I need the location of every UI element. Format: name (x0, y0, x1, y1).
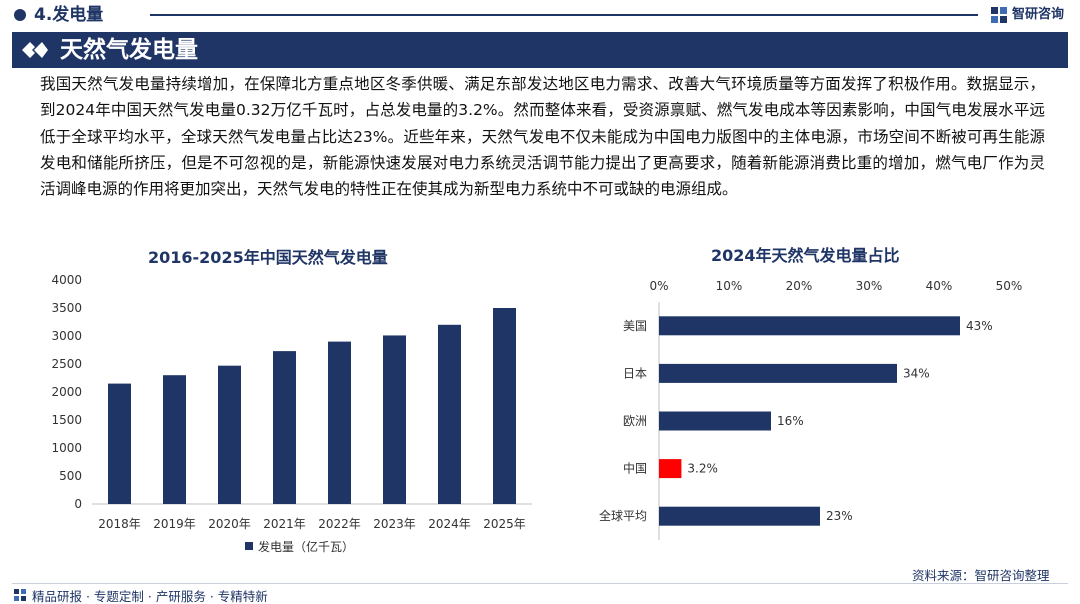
y-tick-label: 3000 (51, 329, 82, 343)
y-tick-label: 中国 (623, 461, 647, 476)
brand-logo-text: 智研咨询 (1012, 7, 1065, 22)
y-tick-label: 美国 (623, 319, 647, 333)
bar-7 (438, 324, 461, 504)
double-chevron-icon (22, 42, 48, 58)
share-horizontal-bar-chart: 0% 10% 20% 30% 40% 50% 美国 43% 日本 34% 欧洲 16% 中国 3.2% 全球… (599, 279, 1023, 540)
y-tick-label: 日本 (623, 366, 647, 380)
section-bullet-icon (14, 9, 26, 21)
y-tick-label: 4000 (51, 273, 82, 287)
data-label: 43% (966, 319, 993, 333)
y-tick-label: 0 (74, 497, 82, 511)
x-tick-label: 2023年 (373, 517, 416, 531)
brand-logo-small-icon (14, 588, 27, 602)
y-tick-label: 500 (59, 469, 82, 483)
section-header: 4.发电量 智研咨询 (0, 0, 1080, 30)
x-tick-label: 2019年 (153, 517, 196, 531)
data-label: 3.2% (687, 462, 718, 476)
right-chart-title: 2024年天然气发电量占比 (711, 246, 900, 265)
x-tick-label: 0% (649, 279, 668, 293)
x-tick-label: 2024年 (428, 517, 471, 531)
x-tick-label: 50% (996, 279, 1023, 293)
legend-swatch (245, 542, 253, 550)
annual-generation-bar-chart: 0 500 1000 1500 2000 2500 3000 3500 4000 2018年 201… (51, 273, 532, 554)
x-tick-label: 2018年 (98, 517, 141, 531)
y-tick-label: 1000 (51, 441, 82, 455)
y-tick-label: 3500 (51, 301, 82, 315)
bar-2 (163, 375, 186, 504)
footer-tagline: 精品研报 · 专题定制 · 产研服务 · 专精特新 (32, 588, 268, 604)
bar-1 (659, 316, 960, 336)
title-banner: 天然气发电量 (12, 32, 1068, 68)
section-divider (150, 14, 978, 16)
bar-1 (108, 383, 131, 504)
x-tick-label: 2020年 (208, 517, 251, 531)
bar-5 (659, 506, 820, 526)
data-label: 23% (826, 509, 853, 523)
bar-4 (273, 351, 296, 504)
legend-label: 发电量（亿千瓦） (258, 539, 354, 554)
x-tick-label: 30% (856, 279, 883, 293)
bar-2 (659, 363, 897, 383)
bar-4 (659, 459, 682, 479)
brand-logo-icon (990, 6, 1008, 24)
bar-6 (383, 335, 406, 504)
brand-logo: 智研咨询 (990, 5, 1064, 25)
x-tick-label: 20% (786, 279, 813, 293)
data-label: 34% (903, 366, 930, 380)
source-note: 资料来源：智研咨询整理 (912, 568, 1050, 583)
banner-title: 天然气发电量 (60, 37, 198, 63)
x-tick-label: 2025年 (483, 517, 526, 531)
section-title: 4.发电量 (34, 5, 104, 25)
y-tick-label: 2500 (51, 357, 82, 371)
x-tick-label: 40% (926, 279, 953, 293)
y-tick-label: 全球平均 (599, 508, 647, 523)
bar-5 (328, 341, 351, 504)
bar-3 (659, 411, 771, 431)
data-label: 16% (777, 414, 804, 428)
left-chart-title: 2016-2025年中国天然气发电量 (148, 248, 388, 267)
x-tick-label: 2021年 (263, 517, 306, 531)
footer-tagline-group: 精品研报 · 专题定制 · 产研服务 · 专精特新 (14, 586, 268, 604)
x-tick-label: 2022年 (318, 517, 361, 531)
y-tick-label: 2000 (51, 385, 82, 399)
bar-8 (493, 308, 516, 504)
x-tick-label: 10% (716, 279, 743, 293)
intro-paragraph: 我国天然气发电量持续增加，在保障北方重点地区冬季供暖、满足东部发达地区电力需求、… (40, 75, 1045, 199)
footer-divider (12, 583, 1068, 584)
y-tick-label: 1500 (51, 413, 82, 427)
y-tick-label: 欧洲 (623, 414, 647, 428)
bar-3 (218, 365, 241, 504)
